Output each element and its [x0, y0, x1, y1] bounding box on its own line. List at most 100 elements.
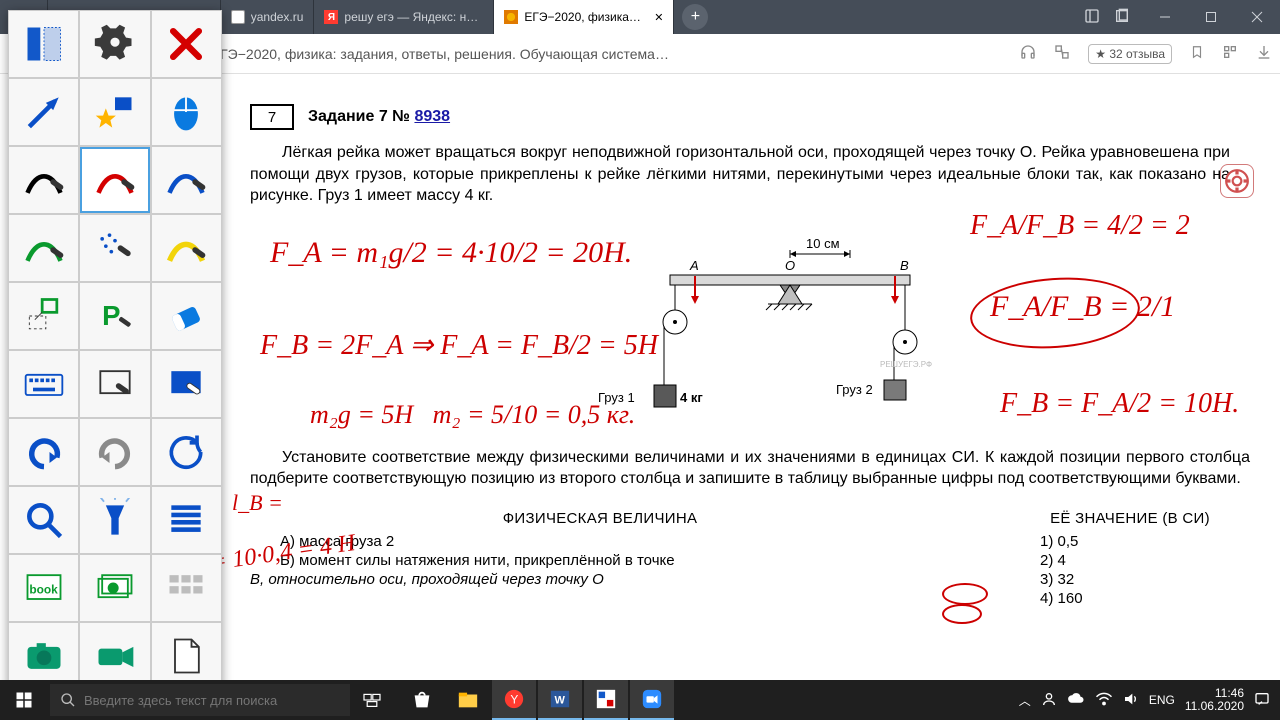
- tool-pen-red[interactable]: [79, 146, 150, 214]
- history-icon[interactable]: [1114, 8, 1130, 27]
- tool-pen-yellow[interactable]: [151, 214, 222, 282]
- tool-pen-green[interactable]: [8, 214, 79, 282]
- handwriting: F_B = F_A/2 = 10H.: [1000, 388, 1239, 420]
- tool-keyboard[interactable]: [8, 350, 79, 418]
- svg-text:W: W: [555, 695, 566, 707]
- column-header: ЕЁ ЗНАЧЕНИЕ (В СИ): [1010, 510, 1250, 527]
- handwriting: m₂g = 5H m₂ = 5/10 = 0,5 кг.: [310, 400, 635, 430]
- dim-label: 10 см: [806, 236, 840, 251]
- tool-close[interactable]: [151, 10, 222, 78]
- column-item: 2) 4: [1040, 552, 1250, 569]
- tool-money[interactable]: [79, 554, 150, 622]
- tool-flashlight[interactable]: [79, 486, 150, 554]
- taskbar-search[interactable]: [50, 684, 350, 716]
- matching-columns: ФИЗИЧЕСКАЯ ВЕЛИЧИНА А) масса груза 2 Б) …: [250, 510, 1250, 609]
- page-title: ЕГЭ−2020, физика: задания, ответы, решен…: [211, 46, 1011, 62]
- tray-chevron-icon[interactable]: ︿: [1019, 692, 1031, 709]
- app-word[interactable]: W: [538, 680, 582, 720]
- point-b: B: [900, 258, 909, 273]
- tool-mouse[interactable]: [151, 78, 222, 146]
- task-view-button[interactable]: [350, 692, 394, 708]
- annotation-palette: P book: [8, 10, 222, 690]
- tool-undo[interactable]: [8, 418, 79, 486]
- tray-cloud-icon[interactable]: [1067, 692, 1085, 709]
- task-id-link[interactable]: 8938: [414, 108, 450, 125]
- tray-people-icon[interactable]: [1041, 691, 1057, 710]
- new-tab-button[interactable]: +: [682, 4, 708, 30]
- maximize-button[interactable]: [1188, 0, 1234, 34]
- tool-star-rect[interactable]: [79, 78, 150, 146]
- tool-arrow[interactable]: [8, 78, 79, 146]
- column-header: ФИЗИЧЕСКАЯ ВЕЛИЧИНА: [250, 510, 950, 527]
- extensions-icon[interactable]: [1222, 44, 1238, 63]
- column-item: B, относительно оси, проходящей через то…: [250, 571, 950, 588]
- reviews-badge[interactable]: ★ 32 отзыва: [1088, 44, 1172, 64]
- tab-label: yandex.ru: [251, 10, 304, 24]
- handwriting: F_B = 2F_A ⇒ F_A = F_B/2 = 5H: [260, 330, 658, 362]
- tool-spray[interactable]: [79, 214, 150, 282]
- point-a: A: [690, 258, 699, 273]
- task-paragraph-2: Установите соответствие между физическим…: [250, 447, 1250, 490]
- app-store[interactable]: [400, 680, 444, 720]
- tool-pen-black[interactable]: [8, 146, 79, 214]
- handwriting: F_A = m₁g/2 = 4·10/2 = 20H.: [270, 236, 632, 271]
- tool-book[interactable]: book: [8, 554, 79, 622]
- panel-icon[interactable]: [1084, 8, 1100, 27]
- app-palette[interactable]: [584, 680, 628, 720]
- hand-circle: [942, 583, 988, 605]
- search-icon: [60, 692, 76, 708]
- minimize-button[interactable]: [1142, 0, 1188, 34]
- svg-text:P: P: [102, 300, 120, 331]
- start-button[interactable]: [0, 691, 48, 709]
- tray-wifi-icon[interactable]: [1095, 692, 1113, 709]
- column-item: 3) 32: [1040, 571, 1250, 588]
- close-tab-icon[interactable]: ✕: [654, 11, 663, 24]
- column-value: ЕЁ ЗНАЧЕНИЕ (В СИ) 1) 0,5 2) 4 3) 32 4) …: [1010, 510, 1250, 609]
- tool-erase-rect[interactable]: [79, 350, 150, 418]
- task-paragraph-1: Лёгкая рейка может вращаться вокруг непо…: [250, 142, 1230, 207]
- translate-icon[interactable]: [1054, 44, 1070, 63]
- task-header: 7 Задание 7 № 8938: [250, 104, 1250, 130]
- windows-taskbar: Y W ︿ ENG 11:46 11.06.2020: [0, 680, 1280, 720]
- tool-redo[interactable]: [79, 418, 150, 486]
- tab-4[interactable]: ЕГЭ−2020, физика: з… ✕: [494, 0, 674, 34]
- yandex-icon: Я: [324, 10, 338, 24]
- weight2-label: Груз 2: [836, 382, 873, 397]
- tray-notifications-icon[interactable]: [1254, 691, 1270, 710]
- tool-blinds[interactable]: [151, 486, 222, 554]
- headphones-icon[interactable]: [1020, 44, 1036, 63]
- titlebar-extra: [1072, 8, 1142, 27]
- tool-pen-blue[interactable]: [151, 146, 222, 214]
- system-tray: ︿ ENG 11:46 11.06.2020: [1009, 687, 1280, 713]
- tray-clock[interactable]: 11:46 11.06.2020: [1185, 687, 1244, 713]
- app-browser[interactable]: Y: [492, 680, 536, 720]
- tool-text[interactable]: P: [79, 282, 150, 350]
- tool-refresh[interactable]: [151, 418, 222, 486]
- watermark: РЕШУЕГЭ.РФ: [880, 360, 932, 369]
- taskbar-search-input[interactable]: [84, 693, 340, 708]
- handwriting: F_A/F_B = 4/2 = 2: [970, 210, 1190, 242]
- tool-rect-green[interactable]: [8, 282, 79, 350]
- hand-circle: [942, 604, 982, 624]
- tool-settings[interactable]: [79, 10, 150, 78]
- tool-grid[interactable]: [151, 554, 222, 622]
- tab-2[interactable]: yandex.ru: [221, 0, 315, 34]
- tray-lang[interactable]: ENG: [1149, 693, 1175, 707]
- tab-3[interactable]: Я решу егэ — Яндекс: на…: [314, 0, 494, 34]
- tool-select-area[interactable]: [8, 10, 79, 78]
- download-icon[interactable]: [1256, 44, 1272, 63]
- app-zoom[interactable]: [630, 680, 674, 720]
- column-item: А) масса груза 2: [280, 533, 950, 550]
- bookmark-icon[interactable]: [1190, 45, 1204, 62]
- blank-icon: [231, 10, 245, 24]
- task-title: Задание 7 № 8938: [308, 108, 450, 126]
- tray-volume-icon[interactable]: [1123, 691, 1139, 710]
- tool-eraser[interactable]: [151, 282, 222, 350]
- weight1-mass: 4 кг: [680, 390, 703, 405]
- window-controls: [1142, 0, 1280, 34]
- app-explorer[interactable]: [446, 680, 490, 720]
- tool-erase-fill[interactable]: [151, 350, 222, 418]
- close-button[interactable]: [1234, 0, 1280, 34]
- help-lifebuoy-icon[interactable]: [1220, 164, 1254, 198]
- tool-zoom[interactable]: [8, 486, 79, 554]
